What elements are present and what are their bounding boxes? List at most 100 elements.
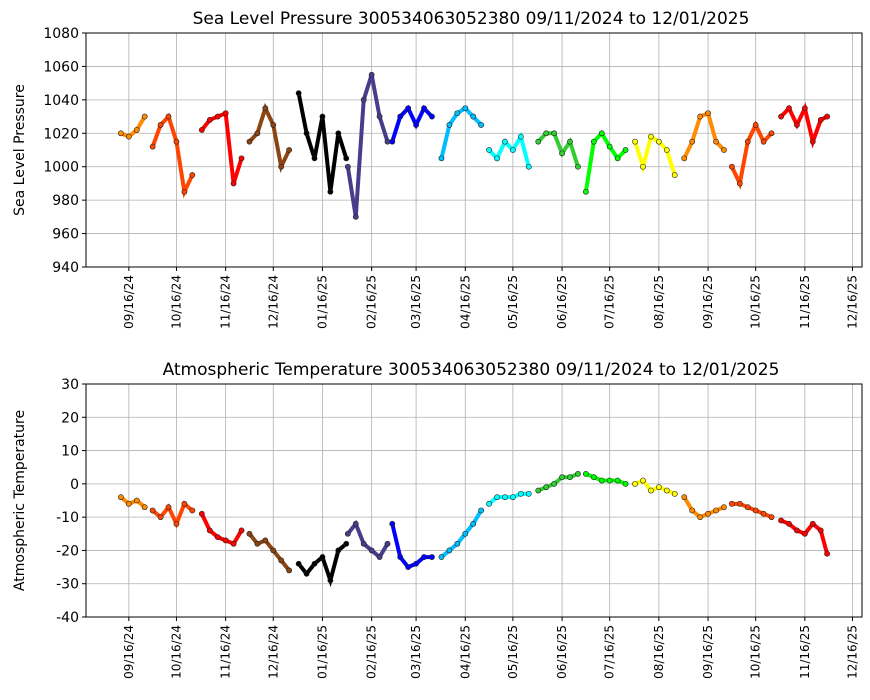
series-line xyxy=(151,500,194,529)
x-tick-label: 10/16/24 xyxy=(169,275,183,329)
data-point xyxy=(189,507,196,514)
data-point xyxy=(817,117,824,123)
data-point xyxy=(517,490,524,497)
data-point xyxy=(405,564,412,570)
data-point xyxy=(614,477,621,484)
data-point xyxy=(376,554,383,560)
data-point xyxy=(254,130,261,137)
data-point xyxy=(421,554,427,560)
x-tick-label: 06/16/25 xyxy=(555,275,569,329)
data-point xyxy=(181,188,188,195)
data-point xyxy=(438,155,445,162)
y-tick-label: 1080 xyxy=(43,26,79,42)
data-point xyxy=(335,547,342,554)
x-tick-label: 07/16/25 xyxy=(603,275,617,329)
data-point xyxy=(303,130,310,137)
data-point xyxy=(713,138,719,145)
series-line xyxy=(487,131,531,168)
plot-frame xyxy=(85,32,863,268)
x-tick-label: 09/16/24 xyxy=(122,275,136,329)
data-point xyxy=(648,487,654,494)
data-point xyxy=(397,113,404,120)
y-axis-label: Sea Level Pressure xyxy=(12,84,28,216)
data-point xyxy=(214,534,221,541)
data-point xyxy=(352,520,359,527)
data-point xyxy=(535,138,542,145)
data-point xyxy=(705,510,711,517)
data-point xyxy=(567,474,573,481)
data-point xyxy=(582,470,589,477)
series-line xyxy=(120,115,147,139)
data-point xyxy=(478,507,485,514)
data-point xyxy=(405,105,412,112)
data-point xyxy=(809,520,816,527)
data-point xyxy=(133,127,140,133)
data-point xyxy=(141,113,148,120)
data-point xyxy=(238,155,245,162)
data-point xyxy=(198,510,205,517)
data-point xyxy=(786,520,792,527)
data-point xyxy=(582,188,589,195)
series-line xyxy=(200,110,244,185)
data-point xyxy=(655,484,662,491)
data-point xyxy=(598,130,605,137)
data-point xyxy=(752,507,759,514)
data-point xyxy=(270,547,277,554)
data-point xyxy=(344,530,351,537)
data-point xyxy=(165,113,172,120)
data-point xyxy=(575,470,581,477)
data-point xyxy=(206,527,213,534)
data-point xyxy=(551,130,558,137)
data-point xyxy=(413,122,419,128)
x-tick-label: 08/16/25 xyxy=(652,625,666,679)
data-point xyxy=(728,163,735,170)
data-point xyxy=(446,122,453,128)
data-point xyxy=(125,133,132,140)
data-point xyxy=(230,180,237,187)
x-tick-label: 10/16/24 xyxy=(169,625,183,679)
data-point xyxy=(590,138,597,145)
data-point xyxy=(246,138,253,145)
data-point xyxy=(502,138,508,145)
x-tick-label: 01/16/25 xyxy=(315,625,329,679)
y-tick-label: 940 xyxy=(52,260,79,276)
data-point xyxy=(352,213,359,220)
y-axis-label: Atmospheric Temperature xyxy=(12,410,28,591)
data-point xyxy=(606,477,613,484)
series-line xyxy=(248,102,291,174)
y-tick-label: -40 xyxy=(56,610,79,626)
data-point xyxy=(535,487,542,494)
x-tick-label: 09/16/25 xyxy=(701,275,715,329)
data-point xyxy=(389,520,396,527)
data-point xyxy=(118,130,124,137)
data-point xyxy=(632,480,638,487)
data-point xyxy=(655,138,662,145)
series-line xyxy=(536,131,580,168)
data-point xyxy=(173,520,180,527)
data-point xyxy=(286,147,293,153)
data-point xyxy=(768,514,775,521)
data-point xyxy=(824,113,830,120)
data-point xyxy=(360,540,367,547)
data-point xyxy=(327,188,334,195)
series-line xyxy=(150,112,195,199)
series-line xyxy=(779,102,829,149)
data-point xyxy=(721,504,727,511)
data-point xyxy=(286,567,293,574)
x-tick-label: 11/16/25 xyxy=(798,275,812,329)
data-point xyxy=(470,113,477,120)
data-point xyxy=(429,554,435,560)
x-tick-label: 10/16/25 xyxy=(749,625,763,679)
data-point xyxy=(421,105,427,112)
data-point xyxy=(327,577,334,584)
data-point xyxy=(567,138,573,145)
chart-title: Sea Level Pressure 300534063052380 09/11… xyxy=(193,9,750,29)
y-tick-label: 20 xyxy=(61,410,79,426)
data-point xyxy=(525,490,532,497)
data-point xyxy=(462,530,469,537)
data-point xyxy=(303,570,310,577)
data-point xyxy=(494,494,500,501)
chart-title: Atmospheric Temperature 300534063052380 … xyxy=(163,360,780,380)
data-point xyxy=(206,117,213,123)
series-line xyxy=(345,74,390,218)
